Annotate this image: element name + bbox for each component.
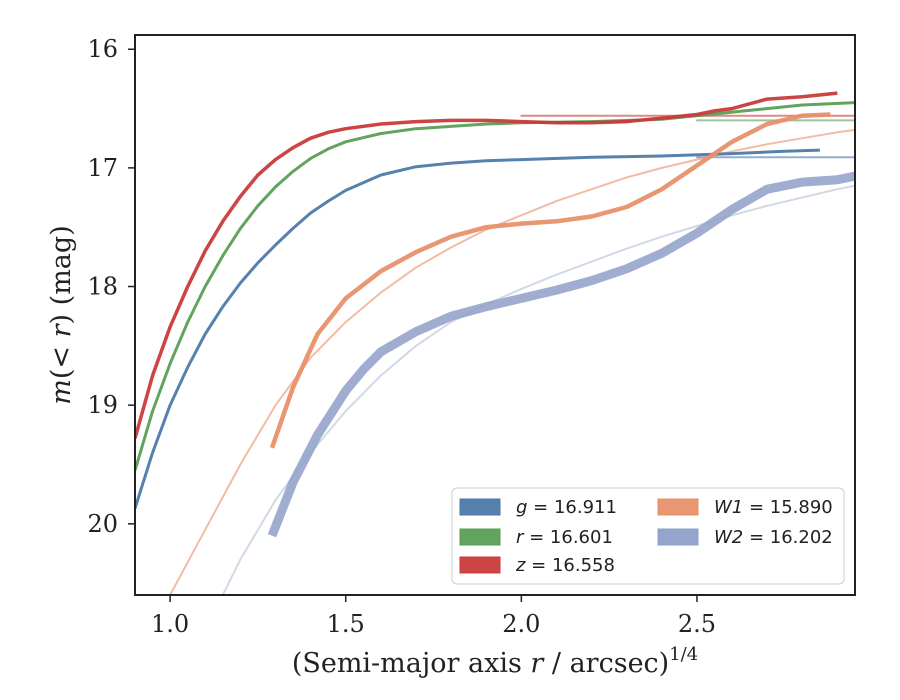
legend: g = 16.911 r = 16.601 z = 16.558 W1 = 15.89… [451, 487, 845, 585]
y-tick-label: 19 [87, 391, 118, 419]
legend-swatch-w1 [657, 498, 699, 516]
x-axis-label: (Semi-major axis r / arcsec)1/4 [292, 644, 698, 679]
legend-label-w1: W1 = 15.890 [714, 497, 833, 518]
y-axis-ticks: 16 17 18 19 20 [87, 35, 135, 538]
x-tick-label: 2.0 [502, 610, 540, 638]
series-line-z [135, 91, 838, 439]
legend-label-z: z = 16.558 [515, 555, 615, 576]
y-tick-label: 18 [87, 273, 118, 301]
legend-label-r: r = 16.601 [516, 527, 613, 548]
y-tick-label: 17 [87, 154, 118, 182]
x-axis-ticks: 1.0 1.5 2.0 2.5 [151, 595, 716, 638]
legend-swatch-w2 [657, 528, 699, 546]
legend-label-g: g = 16.911 [516, 497, 617, 518]
x-tick-label: 1.0 [151, 610, 189, 638]
legend-label-w2: W2 = 16.202 [714, 527, 833, 548]
legend-swatch-g [459, 498, 501, 516]
legend-box [451, 487, 845, 585]
y-axis-label: m(< r) (mag) [46, 225, 77, 405]
y-tick-label: 16 [87, 35, 118, 63]
series-line-w2 [267, 171, 855, 538]
x-tick-label: 1.5 [327, 610, 365, 638]
y-tick-label: 20 [87, 510, 118, 538]
legend-swatch-z [459, 556, 501, 574]
plot-frame [134, 34, 856, 596]
legend-swatch-r [459, 528, 501, 546]
series-line-w1 [269, 112, 831, 449]
series-line-g [135, 148, 820, 509]
x-tick-label: 2.5 [678, 610, 716, 638]
model-curve-w1 [169, 128, 855, 595]
data-series [135, 91, 855, 538]
